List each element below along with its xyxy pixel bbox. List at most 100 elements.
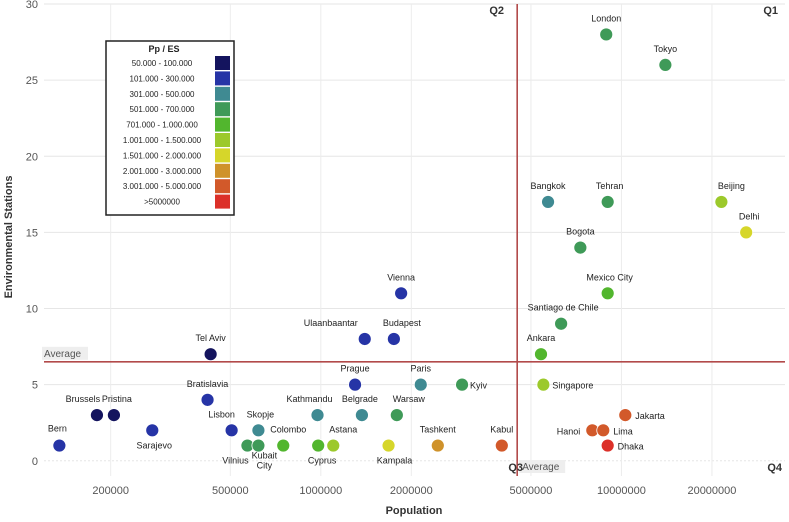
data-point <box>599 27 614 42</box>
y-tick-label: 30 <box>26 0 38 11</box>
data-point <box>311 438 326 453</box>
x-tick-label: 20000000 <box>687 485 736 497</box>
legend-label: 50.000 - 100.000 <box>132 59 193 68</box>
data-point <box>357 332 372 346</box>
point-label: Tehran <box>596 181 624 191</box>
data-point <box>389 408 404 422</box>
point-label: Kampala <box>377 456 413 466</box>
data-point <box>573 240 588 255</box>
point-label: Astana <box>329 425 357 435</box>
point-label: Mexico City <box>586 272 633 282</box>
legend-label: 501.000 - 700.000 <box>130 105 195 114</box>
axis-ticks: 0 5 10 15 20 25 30 200000 500000 1000000 2000000 50… <box>26 0 737 497</box>
data-point <box>494 438 509 453</box>
legend-swatch <box>215 179 230 194</box>
point-label: Colombo <box>270 425 306 435</box>
point-label: City <box>257 461 273 471</box>
data-point <box>276 438 291 453</box>
x-tick-label: 2000000 <box>390 485 433 497</box>
y-tick-label: 10 <box>26 304 38 316</box>
data-point <box>739 225 754 240</box>
point-label: Brussels <box>66 394 101 404</box>
data-point <box>541 195 555 209</box>
point-label: Kyiv <box>470 381 488 391</box>
point-label: Cyprus <box>308 456 337 466</box>
legend-swatch <box>215 56 230 70</box>
point-label: Dhaka <box>618 442 644 452</box>
x-tick-label: 500000 <box>212 485 249 497</box>
data-point <box>430 438 445 453</box>
point-label: Budapest <box>383 318 422 328</box>
legend-label: 101.000 - 300.000 <box>130 74 195 83</box>
data-point <box>394 286 409 301</box>
legend-swatch <box>215 148 230 163</box>
point-label: Bratislavia <box>187 379 229 389</box>
legend-label: 301.000 - 500.000 <box>130 90 195 99</box>
data-point <box>348 377 362 392</box>
y-tick-label: 5 <box>32 380 38 392</box>
point-label: Paris <box>410 364 431 374</box>
point-label: Beijing <box>718 181 745 191</box>
point-label: Tokyo <box>654 44 678 54</box>
point-label: Delhi <box>739 211 760 221</box>
point-label: Ankara <box>527 333 556 343</box>
data-point <box>618 408 633 422</box>
average-label-bg-y <box>42 346 88 360</box>
legend-label: >5000000 <box>144 198 180 207</box>
quadrant-label-q4: Q4 <box>767 462 783 474</box>
point-label: Vilnius <box>222 456 249 466</box>
x-tick-label: 5000000 <box>510 485 553 497</box>
data-point <box>600 286 615 301</box>
x-tick-label: 1000000 <box>299 485 342 497</box>
data-point <box>145 423 160 438</box>
data-point <box>534 347 548 362</box>
legend-swatch <box>215 102 230 117</box>
point-label: Bern <box>48 424 67 434</box>
point-label: Lima <box>613 426 633 436</box>
data-point <box>554 316 569 331</box>
y-tick-label: 0 <box>32 456 38 468</box>
data-point <box>200 392 215 407</box>
quadrant-label-q1: Q1 <box>763 5 778 17</box>
point-label: Belgrade <box>342 394 378 404</box>
legend-swatch <box>215 133 230 147</box>
x-tick-label: 200000 <box>92 485 129 497</box>
point-label: Jakarta <box>635 411 665 421</box>
data-point <box>251 423 266 438</box>
quadrant-label-q3: Q3 <box>508 462 523 474</box>
legend-swatch <box>215 86 230 101</box>
point-label: Santiago de Chile <box>528 303 599 313</box>
data-point <box>203 347 218 362</box>
data-point <box>658 58 673 72</box>
data-point <box>455 377 469 392</box>
point-label: Sarajevo <box>137 440 173 450</box>
point-label: Hanoi <box>557 426 581 436</box>
x-axis-title: Population <box>386 505 443 517</box>
point-label: Vienna <box>387 272 415 282</box>
legend-swatch <box>215 194 230 209</box>
point-label: Prague <box>341 364 370 374</box>
point-label: Tashkent <box>420 425 457 435</box>
legend: Pp / ES 50.000 - 100.000 101.000 - 300.000… <box>105 40 235 216</box>
data-point <box>251 438 266 453</box>
point-label: Warsaw <box>393 394 426 404</box>
point-label: Pristina <box>102 394 132 404</box>
data-point <box>326 438 341 453</box>
data-point <box>224 423 239 438</box>
data-point <box>413 377 428 392</box>
y-tick-label: 20 <box>26 151 38 163</box>
point-label: Kathmandu <box>286 394 332 404</box>
data-point <box>536 377 551 392</box>
point-label: Bangkok <box>531 181 567 191</box>
y-axis-title: Environmental Stations <box>3 176 15 299</box>
point-label: Kabul <box>490 425 513 435</box>
point-label: Singapore <box>552 381 593 391</box>
data-point <box>381 438 396 453</box>
legend-label: 3.001.000 - 5.000.000 <box>123 182 202 191</box>
data-point <box>310 408 325 422</box>
legend-swatch <box>215 71 230 86</box>
data-point <box>596 423 611 438</box>
average-label-bg-x <box>519 460 566 473</box>
legend-swatch <box>215 163 230 178</box>
